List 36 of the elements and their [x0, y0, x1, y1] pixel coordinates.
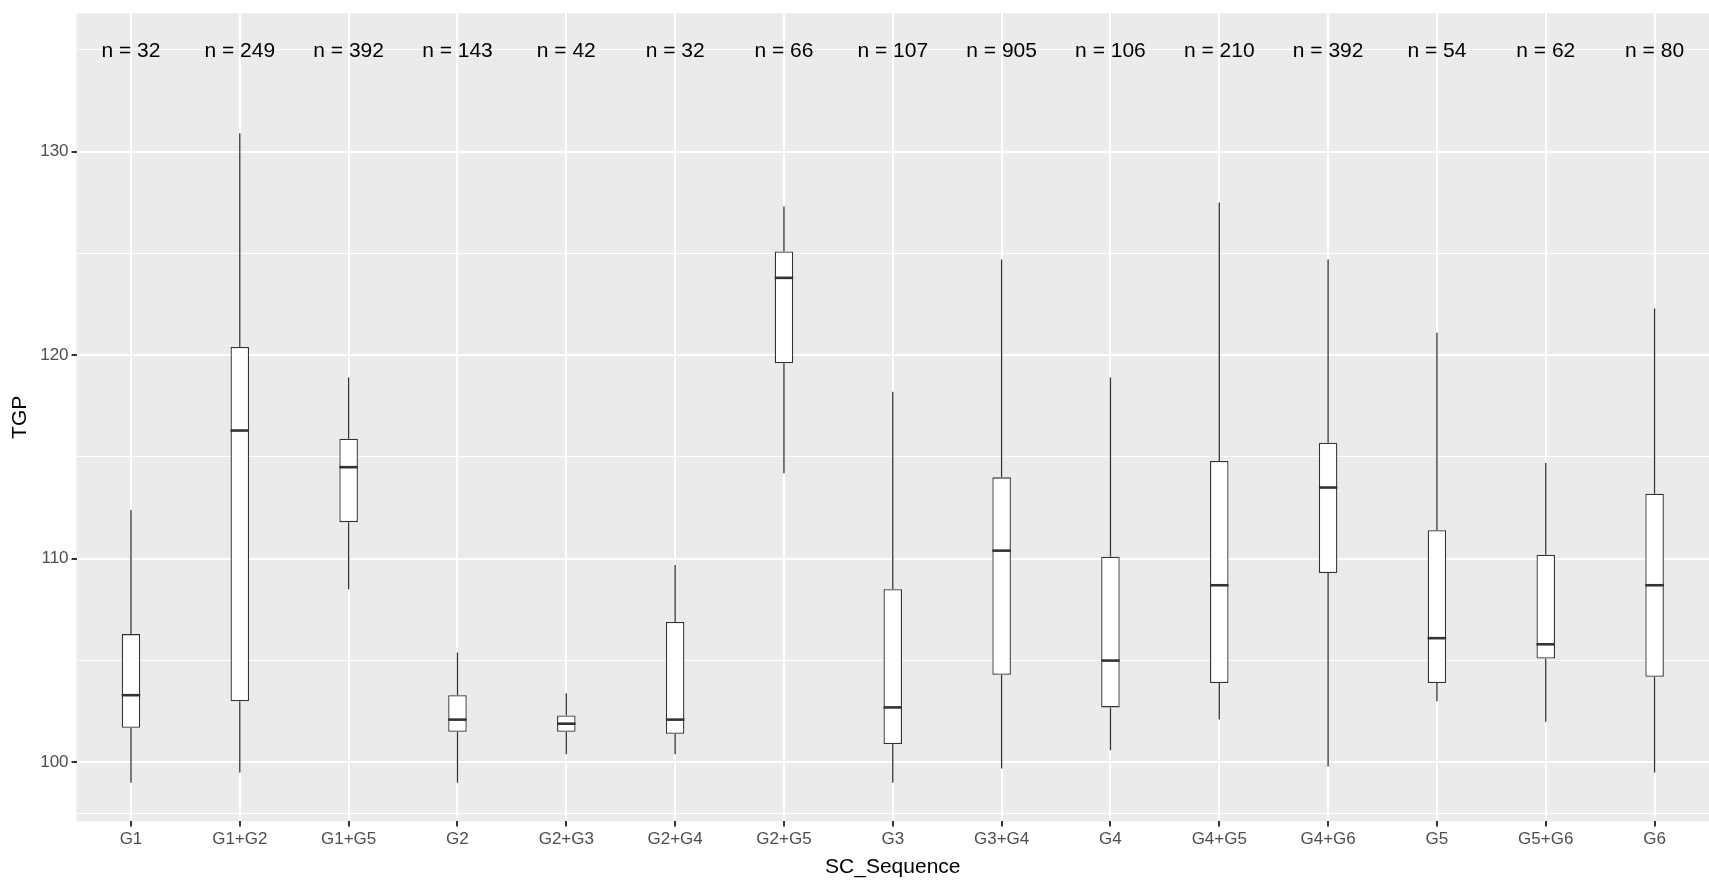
x-tick-label: G3	[881, 829, 905, 849]
y-tick-label: 130	[40, 141, 69, 161]
y-axis-title: TGP	[7, 395, 31, 439]
annotation: n = 143	[422, 38, 493, 61]
x-tick-label: G4+G5	[1191, 829, 1247, 849]
x-tick-label: G1+G2	[212, 829, 268, 849]
y-tick-label: 100	[40, 752, 69, 772]
annotation: n = 392	[313, 38, 384, 61]
x-tick-label: G1+G5	[320, 829, 377, 849]
x-tick-label: G5+G6	[1518, 829, 1574, 849]
annotation: n = 80	[1625, 38, 1685, 61]
x-tick-label: G2+G4	[647, 829, 703, 849]
annotation: n = 62	[1516, 38, 1576, 61]
x-tick-label: G4+G6	[1300, 829, 1356, 849]
x-tick-label: G1	[119, 829, 143, 849]
x-tick-label: G4	[1099, 829, 1122, 849]
annotation: n = 905	[966, 38, 1037, 61]
annotation: n = 66	[754, 38, 814, 61]
x-tick-label: G6	[1643, 829, 1666, 849]
x-tick-label: G2	[446, 829, 469, 849]
annotation: n = 249	[204, 38, 276, 61]
x-tick-label: G2+G3	[538, 829, 594, 849]
annotation: n = 107	[857, 38, 929, 61]
x-tick-label: G2+G5	[756, 829, 812, 849]
annotation: n = 54	[1407, 38, 1467, 61]
x-tick-label: G5	[1425, 829, 1449, 849]
x-tick-label: G3+G4	[973, 829, 1030, 849]
y-tick-label: 120	[40, 344, 69, 364]
annotation: n = 42	[536, 38, 596, 61]
x-axis-title: SC_Sequence	[825, 854, 961, 879]
annotation: n = 210	[1183, 38, 1255, 61]
annotation: n = 32	[645, 38, 705, 61]
annotation: n = 32	[101, 38, 161, 61]
y-tick-label: 110	[41, 548, 69, 568]
annotation: n = 106	[1075, 38, 1146, 61]
annotation: n = 392	[1292, 38, 1364, 61]
